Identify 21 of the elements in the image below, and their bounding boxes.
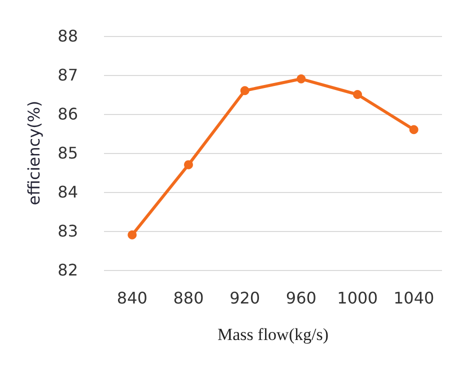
x-tick-label: 880 xyxy=(173,288,204,308)
y-tick-label: 88 xyxy=(58,26,78,46)
point xyxy=(296,74,306,84)
y-tick-label: 86 xyxy=(58,104,78,124)
x-tick-label: 960 xyxy=(286,288,316,308)
x-axis-title: Mass flow(kg/s) xyxy=(218,325,328,344)
point xyxy=(353,90,362,99)
x-tick-label: 920 xyxy=(230,288,260,308)
x-tick-label: 840 xyxy=(116,288,148,308)
y-axis-title: efficiency(%) xyxy=(24,100,44,206)
point xyxy=(240,86,250,96)
y-tick-label: 84 xyxy=(58,182,78,202)
x-tick-label: 1040 xyxy=(393,288,434,308)
point xyxy=(128,230,137,240)
x-tick-label: 1000 xyxy=(337,288,378,308)
y-tick-label: 87 xyxy=(58,66,78,84)
y-tick-label: 82 xyxy=(58,260,78,280)
y-tick-label: 83 xyxy=(58,222,78,240)
y-tick-label: 85 xyxy=(58,144,78,162)
point xyxy=(409,125,418,134)
point xyxy=(184,160,193,170)
